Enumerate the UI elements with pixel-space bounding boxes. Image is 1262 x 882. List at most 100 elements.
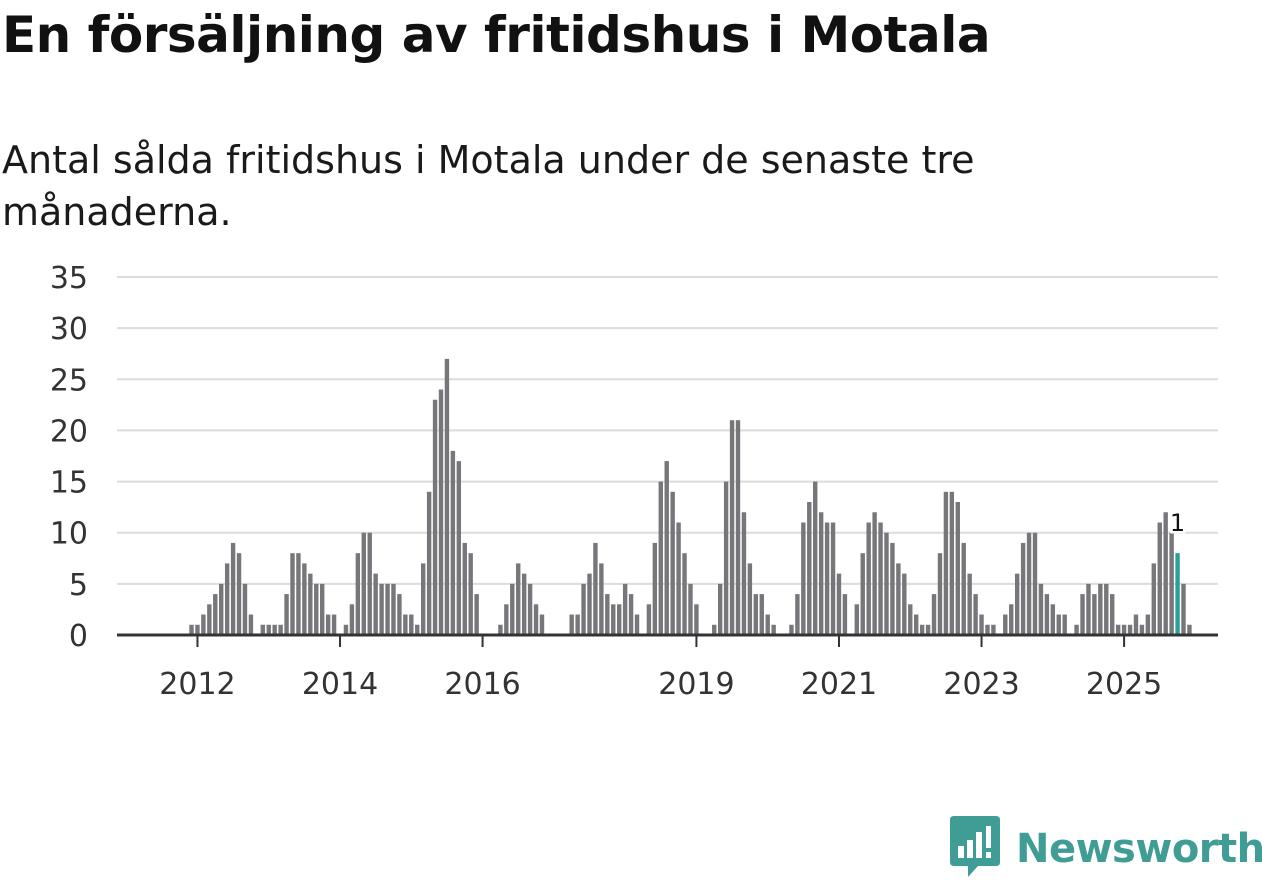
bar bbox=[224, 563, 230, 635]
bar bbox=[236, 553, 242, 635]
bar bbox=[682, 553, 687, 635]
bar bbox=[373, 573, 378, 635]
bar bbox=[908, 604, 913, 635]
y-tick-label: 35 bbox=[50, 261, 88, 296]
x-tick-label: 2014 bbox=[302, 667, 378, 702]
bar bbox=[1151, 563, 1156, 635]
y-tick-label: 0 bbox=[69, 619, 88, 654]
bar bbox=[943, 491, 949, 635]
x-tick-label: 2023 bbox=[943, 667, 1019, 702]
bar bbox=[539, 614, 545, 635]
bar bbox=[914, 614, 919, 635]
bar bbox=[955, 502, 960, 635]
bar bbox=[1056, 614, 1061, 635]
bar bbox=[367, 532, 372, 635]
bar bbox=[1181, 583, 1186, 635]
bar bbox=[533, 604, 539, 635]
bar bbox=[521, 573, 527, 635]
x-tick-label: 2021 bbox=[801, 667, 877, 702]
bar bbox=[201, 614, 206, 635]
brand: Newsworthy bbox=[950, 816, 1262, 880]
bar bbox=[331, 614, 337, 635]
bar bbox=[949, 491, 955, 635]
bar bbox=[765, 614, 770, 635]
bar bbox=[1080, 594, 1085, 635]
bar bbox=[735, 420, 741, 635]
bar bbox=[498, 624, 503, 635]
bar bbox=[349, 604, 355, 635]
bar bbox=[1014, 573, 1020, 635]
bar bbox=[599, 563, 604, 635]
bar bbox=[456, 461, 462, 635]
bar bbox=[379, 583, 384, 635]
bar bbox=[729, 420, 735, 635]
highlight-annotation: 1 bbox=[1167, 507, 1187, 540]
bar bbox=[771, 624, 776, 635]
bar bbox=[320, 583, 325, 635]
bar bbox=[403, 614, 408, 635]
bar bbox=[1003, 614, 1008, 635]
y-tick-label: 15 bbox=[50, 466, 88, 501]
bar bbox=[795, 594, 800, 635]
bar bbox=[919, 624, 925, 635]
bar bbox=[1092, 594, 1097, 635]
bar bbox=[1133, 614, 1139, 635]
bar bbox=[884, 532, 889, 635]
bar bbox=[723, 481, 729, 635]
bar bbox=[896, 563, 901, 635]
bar bbox=[973, 594, 978, 635]
bar bbox=[872, 512, 877, 635]
y-tick-label: 20 bbox=[50, 414, 88, 449]
bar bbox=[272, 624, 277, 635]
bar bbox=[1038, 583, 1044, 635]
bar bbox=[967, 573, 972, 635]
bar bbox=[658, 481, 663, 635]
bar bbox=[1062, 614, 1067, 635]
bar bbox=[628, 594, 634, 635]
bar bbox=[807, 502, 812, 635]
bar bbox=[510, 583, 515, 635]
bar bbox=[605, 594, 610, 635]
bar bbox=[242, 583, 248, 635]
bar bbox=[1169, 532, 1174, 635]
bar bbox=[296, 553, 301, 635]
bar bbox=[213, 594, 218, 635]
y-tick-label: 10 bbox=[50, 517, 88, 552]
x-tick-label: 2012 bbox=[159, 667, 235, 702]
bar bbox=[1187, 624, 1192, 635]
bar bbox=[830, 522, 836, 635]
bar bbox=[902, 573, 907, 635]
bar bbox=[1104, 583, 1109, 635]
x-tick-label: 2025 bbox=[1086, 667, 1162, 702]
bar bbox=[308, 573, 313, 635]
bar bbox=[611, 604, 616, 635]
bar bbox=[836, 573, 842, 635]
bar bbox=[1044, 594, 1050, 635]
bar bbox=[753, 594, 759, 635]
chart-subtitle: Antal sålda fritidshus i Motala under de… bbox=[2, 138, 975, 234]
bar bbox=[284, 594, 289, 635]
bar bbox=[302, 563, 307, 635]
bar bbox=[1139, 624, 1145, 635]
bar bbox=[444, 358, 450, 635]
bar bbox=[813, 481, 818, 635]
bar bbox=[759, 594, 764, 635]
bar bbox=[468, 553, 473, 635]
bar bbox=[866, 522, 871, 635]
y-tick-label: 5 bbox=[69, 568, 88, 603]
bar bbox=[266, 624, 271, 635]
bar bbox=[593, 542, 598, 635]
bar bbox=[426, 491, 432, 635]
bar bbox=[587, 573, 592, 635]
bar bbox=[248, 614, 254, 635]
bar bbox=[925, 624, 931, 635]
bar bbox=[391, 583, 396, 635]
bar bbox=[1086, 583, 1091, 635]
bar bbox=[676, 522, 681, 635]
bar bbox=[854, 604, 859, 635]
bar bbox=[694, 604, 699, 635]
bar bbox=[325, 614, 331, 635]
bar bbox=[355, 553, 361, 635]
bar bbox=[314, 583, 319, 635]
